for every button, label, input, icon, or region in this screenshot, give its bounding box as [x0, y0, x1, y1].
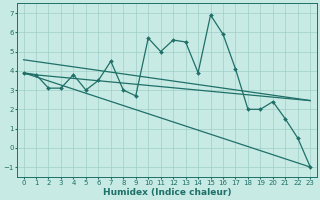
X-axis label: Humidex (Indice chaleur): Humidex (Indice chaleur) [103, 188, 231, 197]
